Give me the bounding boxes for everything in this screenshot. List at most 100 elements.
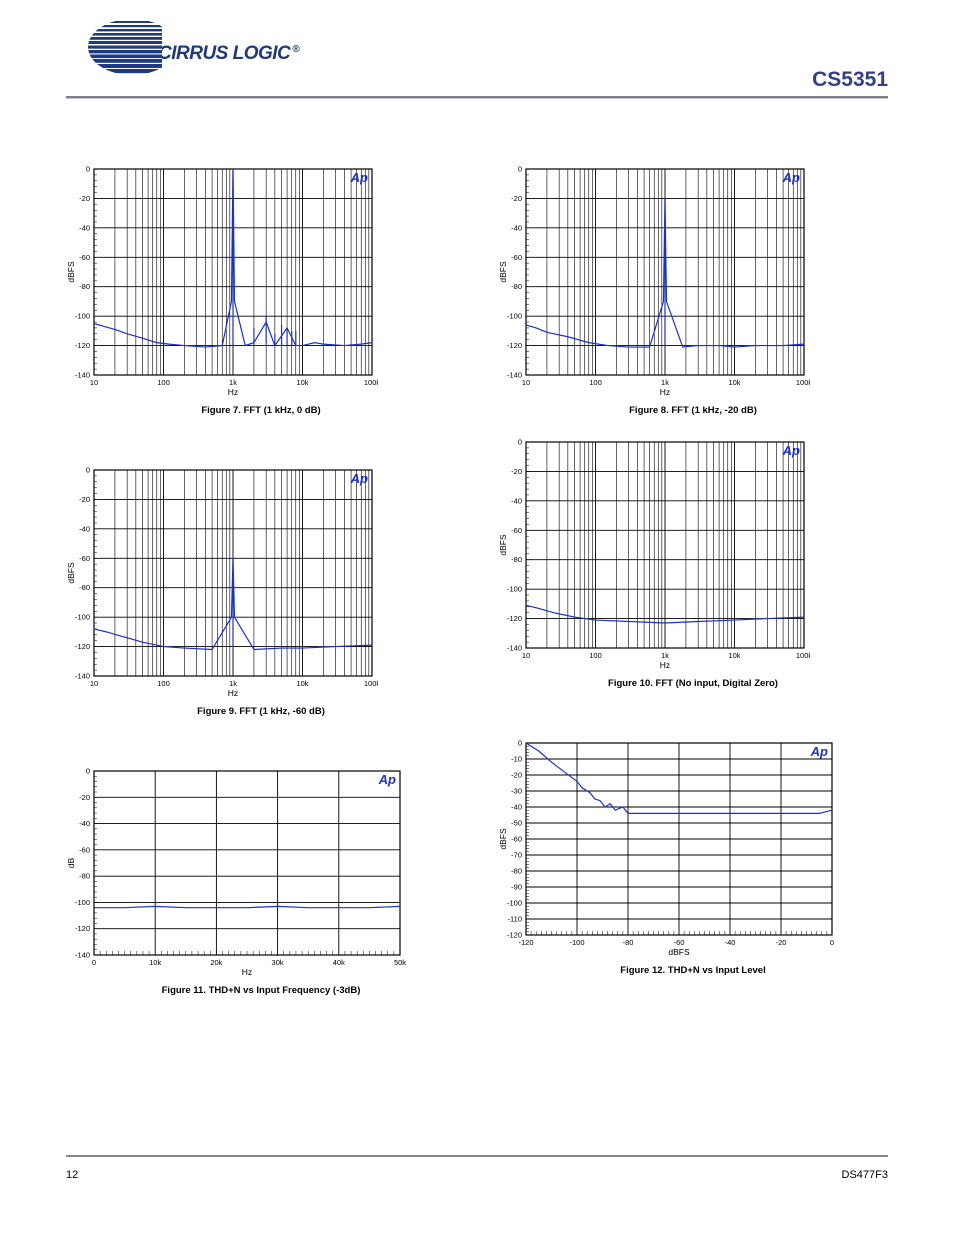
svg-text:100: 100 — [157, 378, 170, 387]
svg-text:-140: -140 — [507, 371, 522, 380]
svg-text:0: 0 — [518, 739, 522, 748]
header: CIRRUS LOGIC® CS5351 — [0, 0, 954, 105]
svg-text:-120: -120 — [507, 341, 522, 350]
svg-text:0: 0 — [518, 165, 522, 174]
svg-text:-100: -100 — [75, 613, 90, 622]
fig11-block: Ap-140-120-100-80-60-40-200dB010k20k30k4… — [66, 767, 456, 996]
svg-text:-140: -140 — [75, 672, 90, 681]
svg-text:40k: 40k — [333, 958, 345, 967]
svg-text:-60: -60 — [511, 835, 522, 844]
svg-text:10k: 10k — [296, 679, 308, 688]
svg-text:-40: -40 — [79, 524, 90, 533]
svg-text:-120: -120 — [75, 341, 90, 350]
svg-text:-40: -40 — [79, 223, 90, 232]
svg-text:100k: 100k — [364, 679, 378, 688]
svg-text:10k: 10k — [296, 378, 308, 387]
svg-text:0: 0 — [518, 438, 522, 447]
svg-text:10: 10 — [522, 651, 530, 660]
svg-text:1k: 1k — [229, 679, 237, 688]
svg-text:-60: -60 — [79, 554, 90, 563]
footer: 12 DS477F3 — [66, 1169, 888, 1181]
svg-text:-100: -100 — [507, 585, 522, 594]
svg-text:-80: -80 — [511, 282, 522, 291]
svg-text:-60: -60 — [511, 526, 522, 535]
svg-text:Hz: Hz — [660, 387, 670, 397]
svg-text:-20: -20 — [79, 793, 90, 802]
svg-text:-20: -20 — [511, 467, 522, 476]
svg-text:10: 10 — [90, 679, 98, 688]
svg-text:-80: -80 — [79, 583, 90, 592]
svg-text:dBFS: dBFS — [498, 828, 508, 850]
svg-text:-60: -60 — [79, 253, 90, 262]
fig9-plot: Ap-140-120-100-80-60-40-200dBFS101001k10… — [66, 466, 378, 698]
svg-text:-80: -80 — [79, 872, 90, 881]
svg-text:dBFS: dBFS — [66, 261, 76, 283]
svg-text:Ap: Ap — [350, 471, 368, 486]
svg-text:-20: -20 — [79, 495, 90, 504]
brand-name-text: CIRRUS LOGIC — [158, 43, 290, 64]
fig12-block: Ap-120-110-100-90-80-70-60-50-40-30-20-1… — [498, 739, 888, 996]
svg-text:0: 0 — [86, 767, 90, 776]
svg-text:20k: 20k — [210, 958, 222, 967]
svg-text:-20: -20 — [79, 194, 90, 203]
svg-text:Hz: Hz — [228, 688, 238, 698]
svg-text:-120: -120 — [507, 614, 522, 623]
svg-text:100k: 100k — [796, 651, 810, 660]
svg-text:Ap: Ap — [782, 443, 800, 458]
svg-text:50k: 50k — [394, 958, 406, 967]
charts-area: Ap-140-120-100-80-60-40-200dBFS101001k10… — [0, 105, 954, 996]
svg-text:100: 100 — [157, 679, 170, 688]
svg-text:-20: -20 — [511, 194, 522, 203]
svg-text:Ap: Ap — [782, 170, 800, 185]
logo-mark-icon — [66, 18, 162, 76]
svg-text:100k: 100k — [364, 378, 378, 387]
fig7-caption: Figure 7. FFT (1 kHz, 0 dB) — [66, 405, 456, 416]
fig7-block: Ap-140-120-100-80-60-40-200dBFS101001k10… — [66, 165, 456, 416]
fig8-plot: Ap-140-120-100-80-60-40-200dBFS101001k10… — [498, 165, 810, 397]
fig9-caption: Figure 9. FFT (1 kHz, -60 dB) — [66, 706, 456, 717]
fig12-plot: Ap-120-110-100-90-80-70-60-50-40-30-20-1… — [498, 739, 838, 957]
svg-text:dBFS: dBFS — [66, 562, 76, 584]
svg-text:-20: -20 — [511, 771, 522, 780]
footer-rule — [66, 1155, 888, 1157]
svg-text:-20: -20 — [776, 938, 787, 947]
svg-text:-60: -60 — [511, 253, 522, 262]
fig8-caption: Figure 8. FFT (1 kHz, -20 dB) — [498, 405, 888, 416]
svg-text:10k: 10k — [728, 651, 740, 660]
page-number: 12 — [66, 1169, 78, 1181]
svg-text:-140: -140 — [75, 371, 90, 380]
svg-text:-40: -40 — [511, 223, 522, 232]
svg-text:Ap: Ap — [350, 170, 368, 185]
svg-text:-120: -120 — [518, 938, 533, 947]
svg-text:Hz: Hz — [228, 387, 238, 397]
svg-text:-60: -60 — [79, 845, 90, 854]
fig11-caption: Figure 11. THD+N vs Input Frequency (-3d… — [66, 985, 456, 996]
svg-text:100: 100 — [589, 378, 602, 387]
svg-text:-30: -30 — [511, 787, 522, 796]
svg-text:dBFS: dBFS — [498, 534, 508, 556]
svg-text:-40: -40 — [511, 496, 522, 505]
svg-text:0: 0 — [86, 165, 90, 174]
svg-text:Ap: Ap — [810, 744, 828, 759]
svg-text:30k: 30k — [272, 958, 284, 967]
svg-text:Hz: Hz — [660, 660, 670, 670]
svg-text:0: 0 — [86, 466, 90, 475]
svg-text:-140: -140 — [75, 951, 90, 960]
svg-text:dB: dB — [66, 857, 76, 868]
svg-text:-120: -120 — [75, 924, 90, 933]
svg-text:-100: -100 — [75, 312, 90, 321]
fig9-block: Ap-140-120-100-80-60-40-200dBFS101001k10… — [66, 466, 456, 717]
svg-text:-40: -40 — [79, 819, 90, 828]
svg-text:1k: 1k — [229, 378, 237, 387]
svg-text:-10: -10 — [511, 755, 522, 764]
svg-text:Hz: Hz — [242, 967, 252, 977]
svg-text:-80: -80 — [79, 282, 90, 291]
svg-text:-140: -140 — [507, 644, 522, 653]
svg-text:-100: -100 — [75, 898, 90, 907]
svg-text:-100: -100 — [507, 899, 522, 908]
svg-text:1k: 1k — [661, 378, 669, 387]
brand-logo: CIRRUS LOGIC® — [66, 18, 888, 76]
svg-text:-40: -40 — [725, 938, 736, 947]
fig10-caption: Figure 10. FFT (No input, Digital Zero) — [498, 678, 888, 689]
brand-name: CIRRUS LOGIC® — [158, 43, 299, 65]
